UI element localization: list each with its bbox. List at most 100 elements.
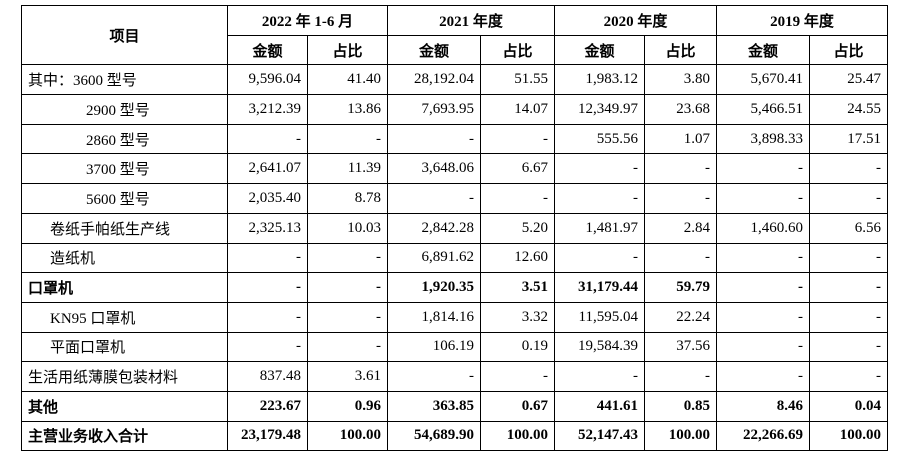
- cell-value: 100.00: [307, 420, 388, 452]
- cell-value: 3.80: [644, 64, 717, 96]
- table-row: 5600 型号 2,035.40 8.78- - - - - -: [21, 183, 888, 214]
- cell-value: 41.40: [307, 64, 388, 96]
- table-row: 3700 型号 2,641.07 11.39 3,648.06 6.67- - - -: [21, 153, 888, 185]
- cell-value: 363.85: [387, 390, 481, 422]
- cell-value: 0.96: [307, 390, 388, 422]
- table-row: 平面口罩机 - -106.19 0.19 19,584.39 37.56- -: [21, 331, 888, 363]
- cell-value: 25.47: [809, 64, 888, 96]
- cell-value: -: [480, 183, 555, 214]
- cell-value: 3,898.33: [716, 123, 810, 155]
- table-row: 2900 型号 3,212.39 13.86 7,693.95 14.07 12,349.…: [21, 94, 888, 125]
- cell-value: -: [644, 183, 717, 214]
- cell-value: 837.48: [227, 361, 308, 392]
- row-label: 2900 型号: [21, 94, 228, 125]
- cell-value: 24.55: [809, 94, 888, 125]
- cell-value: 223.67: [227, 390, 308, 422]
- row-label: KN95 口罩机: [21, 301, 228, 333]
- cell-value: 22,266.69: [716, 420, 810, 452]
- cell-value: 17.51: [809, 123, 888, 155]
- cell-value: -: [554, 242, 645, 274]
- cell-value: -: [716, 361, 810, 392]
- cell-value: 22.24: [644, 301, 717, 333]
- cell-value: 0.04: [809, 390, 888, 422]
- cell-value: 28,192.04: [387, 64, 481, 96]
- header-sub: 占比: [480, 34, 555, 66]
- cell-value: -: [227, 301, 308, 333]
- cell-value: 7,693.95: [387, 94, 481, 125]
- row-label: 平面口罩机: [21, 331, 228, 363]
- cell-value: -: [809, 183, 888, 214]
- table-row: 2860 型号 - - - -555.56 1.07 3,898.33 17.51: [21, 123, 888, 155]
- cell-value: -: [644, 242, 717, 274]
- header-sub: 占比: [809, 34, 888, 66]
- cell-value: 59.79: [644, 272, 717, 303]
- cell-value: -: [480, 361, 555, 392]
- cell-value: -: [809, 153, 888, 185]
- cell-value: 54,689.90: [387, 420, 481, 452]
- cell-value: -: [480, 123, 555, 155]
- table-row: 造纸机 - -6,891.62 12.60- - - -: [21, 242, 888, 274]
- cell-value: -: [554, 361, 645, 392]
- row-label: 5600 型号: [21, 183, 228, 214]
- cell-value: 100.00: [480, 420, 555, 452]
- row-label: 2860 型号: [21, 123, 228, 155]
- cell-value: -: [227, 242, 308, 274]
- header-row: 项目 2022 年 1-6 月 2021 年度 2020 年度 2019 年度: [21, 4, 888, 66]
- row-label: 其中：3600 型号: [21, 64, 228, 96]
- cell-value: -: [307, 242, 388, 274]
- cell-value: 12,349.97: [554, 94, 645, 125]
- cell-value: 6.56: [809, 212, 888, 244]
- cell-value: -: [227, 272, 308, 303]
- cell-value: 2,325.13: [227, 212, 308, 244]
- cell-value: 3.51: [480, 272, 555, 303]
- cell-value: -: [554, 153, 645, 185]
- row-label: 主营业务收入合计: [21, 420, 228, 452]
- cell-value: 3.32: [480, 301, 555, 333]
- cell-value: 0.19: [480, 331, 555, 363]
- cell-value: 10.03: [307, 212, 388, 244]
- cell-value: 51.55: [480, 64, 555, 96]
- table-row: 其中：3600 型号 9,596.04 41.40 28,192.04 51.55 1,9…: [21, 64, 888, 96]
- cell-value: 1,460.60: [716, 212, 810, 244]
- cell-value: -: [716, 153, 810, 185]
- cell-value: 2,842.28: [387, 212, 481, 244]
- cell-value: 6,891.62: [387, 242, 481, 274]
- cell-value: 106.19: [387, 331, 481, 363]
- header-sub: 金额: [227, 34, 308, 66]
- cell-value: -: [227, 123, 308, 155]
- cell-value: 1,920.35: [387, 272, 481, 303]
- cell-value: 100.00: [809, 420, 888, 452]
- cell-value: -: [809, 301, 888, 333]
- cell-value: 23,179.48: [227, 420, 308, 452]
- header-sub: 占比: [307, 34, 388, 66]
- cell-value: 8.46: [716, 390, 810, 422]
- cell-value: 6.67: [480, 153, 555, 185]
- cell-value: -: [716, 272, 810, 303]
- cell-value: -: [809, 361, 888, 392]
- cell-value: -: [644, 153, 717, 185]
- cell-value: 11.39: [307, 153, 388, 185]
- row-label: 其他: [21, 390, 228, 422]
- revenue-table: 项目 2022 年 1-6 月 2021 年度 2020 年度 2019 年度 金额 占比金…: [21, 4, 888, 452]
- header-row: 金额 占比 金额 占比 金额 占比 金额 占比: [22, 34, 888, 66]
- cell-value: 3,212.39: [227, 94, 308, 125]
- cell-value: -: [307, 123, 388, 155]
- cell-value: -: [809, 242, 888, 274]
- cell-value: -: [809, 331, 888, 363]
- cell-value: 9,596.04: [227, 64, 308, 96]
- header-period: 2021 年度: [387, 5, 555, 36]
- cell-value: -: [716, 331, 810, 363]
- cell-value: 3.61: [307, 361, 388, 392]
- table-row: 卷纸手帕纸生产线 2,325.13 10.03 2,842.28 5.20 1,481.9…: [21, 212, 888, 244]
- cell-value: 8.78: [307, 183, 388, 214]
- cell-value: 441.61: [554, 390, 645, 422]
- cell-value: 19,584.39: [554, 331, 645, 363]
- cell-value: 12.60: [480, 242, 555, 274]
- cell-value: -: [387, 183, 481, 214]
- header-sub: 金额: [554, 34, 645, 66]
- table-row: 口罩机 - -1,920.35 3.51 31,179.44 59.79- -: [21, 272, 888, 303]
- cell-value: -: [307, 301, 388, 333]
- cell-value: -: [716, 183, 810, 214]
- cell-value: 2,035.40: [227, 183, 308, 214]
